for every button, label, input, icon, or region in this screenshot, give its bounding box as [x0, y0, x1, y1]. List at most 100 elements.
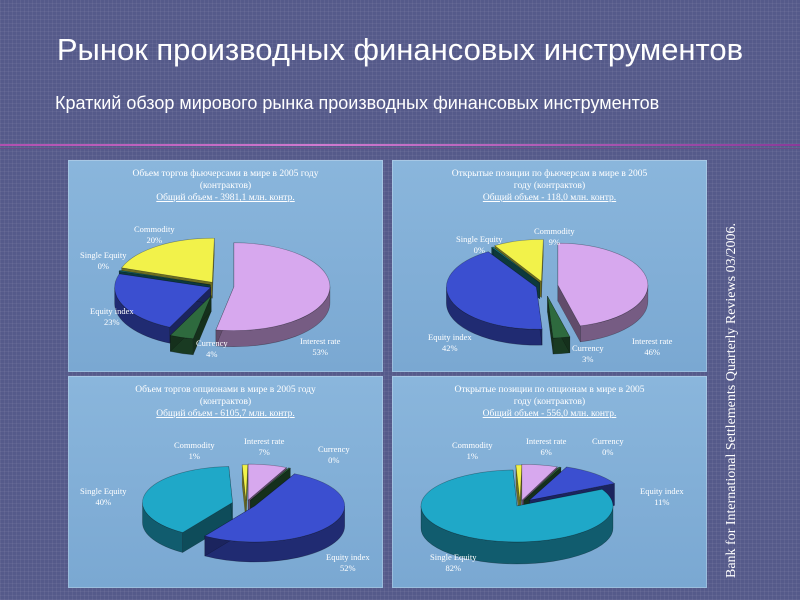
label-equity-index: Equity index 11% — [640, 486, 684, 508]
slice-top — [250, 467, 292, 501]
label-interest-rate: Interest rate 6% — [526, 436, 566, 458]
slice-top — [169, 295, 212, 340]
pie-slice-interest-rate — [557, 242, 649, 343]
label-name: Interest rate — [244, 436, 285, 446]
label-value: 40% — [95, 497, 112, 507]
label-commodity: Commodity 9% — [534, 226, 575, 248]
chart-panel-options-volume: Объем торгов опционами в мире в 2005 год… — [68, 376, 383, 588]
pie-slice-currency — [547, 295, 571, 355]
label-equity-index: Equity index 42% — [428, 332, 472, 354]
label-value: 46% — [644, 347, 660, 357]
label-value: 0% — [473, 245, 485, 255]
label-value: 0% — [97, 261, 109, 271]
label-value: 1% — [466, 451, 478, 461]
label-value: 7% — [258, 447, 270, 457]
chart-title: Объем торгов опционами в мире в 2005 год… — [135, 385, 316, 395]
label-value: 52% — [340, 563, 356, 573]
label-value: 20% — [146, 235, 163, 245]
pie-slice-single-equity — [142, 466, 233, 553]
label-name: Currency — [592, 436, 624, 446]
label-value: 0% — [602, 447, 614, 457]
source-note: Bank for International Settlements Quart… — [724, 223, 739, 578]
pie-slice-interest-rate — [215, 242, 331, 347]
slide-subtitle: Краткий обзор мирового рынка производных… — [55, 93, 660, 113]
pie-slice-currency — [169, 294, 212, 356]
label-name: Currency — [196, 338, 228, 348]
label-value: 4% — [206, 349, 218, 359]
label-name: Single Equity — [80, 486, 127, 496]
label-interest-rate: Interest rate 53% — [300, 336, 340, 358]
label-interest-rate: Interest rate 7% — [244, 436, 284, 458]
chart-title: Открытые позиции по опционам в мире в 20… — [454, 385, 645, 395]
label-value: 6% — [540, 447, 552, 457]
label-value: 42% — [442, 343, 458, 353]
chart-total: Общий объем - 3981,1 млн. контр. — [156, 193, 295, 203]
slice-top — [204, 473, 345, 543]
label-value: 53% — [312, 347, 328, 357]
chart-title-unit: году (контрактов) — [513, 181, 586, 191]
label-single-equity: Single Equity 40% — [80, 486, 127, 508]
slice-top — [547, 295, 571, 339]
label-name: Equity index — [326, 552, 370, 562]
chart-header: Открытые позиции по опционам в мире в 20… — [392, 384, 707, 420]
label-name: Single Equity — [456, 234, 503, 244]
slice-top — [420, 469, 614, 543]
label-commodity: Commodity 1% — [174, 440, 215, 462]
label-value: 9% — [548, 237, 560, 247]
label-value: 11% — [654, 497, 670, 507]
label-name: Single Equity — [430, 552, 477, 562]
label-name: Interest rate — [526, 436, 567, 446]
chart-title-unit: году (контрактов) — [513, 397, 586, 407]
label-name: Commodity — [174, 440, 215, 450]
chart-panel-options-open-interest: Открытые позиции по опционам в мире в 20… — [392, 376, 707, 588]
slice-top — [494, 239, 544, 283]
chart-title-unit: (контрактов) — [199, 181, 252, 191]
chart-header: Объем торгов опционами в мире в 2005 год… — [68, 384, 383, 420]
label-single-equity: Single Equity 0% — [456, 234, 503, 256]
label-equity-index: Equity index 52% — [326, 552, 370, 574]
label-name: Equity index — [640, 486, 684, 496]
label-commodity: Commodity 20% — [134, 224, 175, 246]
slice-edge — [541, 239, 544, 298]
divider — [0, 144, 800, 146]
chart-title: Открытые позиции по фьючерсам в мире в 2… — [451, 169, 648, 179]
slice-top — [523, 466, 562, 501]
pie-chart — [420, 464, 616, 565]
label-name: Single Equity — [80, 250, 127, 260]
label-name: Commodity — [534, 226, 575, 236]
slide-title: Рынок производных финансовых инструменто… — [56, 32, 744, 67]
slice-top — [121, 237, 215, 283]
label-currency: Currency 4% — [196, 338, 228, 360]
label-equity-index: Equity index 23% — [90, 306, 134, 328]
slice-top — [521, 464, 558, 502]
slice-top — [114, 273, 212, 328]
pie-slice-equity-index — [204, 473, 345, 563]
slice-top — [118, 270, 211, 286]
label-value: 82% — [445, 563, 462, 573]
pie-chart — [446, 239, 649, 355]
slice-top — [142, 466, 233, 533]
chart-header: Объем торгов фьючерсами в мире в 2005 го… — [68, 168, 383, 204]
slice-wall — [215, 286, 331, 347]
label-interest-rate: Interest rate 46% — [632, 336, 672, 358]
chart-panel-futures-volume: Объем торгов фьючерсами в мире в 2005 го… — [68, 160, 383, 372]
chart-title: Объем торгов фьючерсами в мире в 2005 го… — [132, 169, 319, 179]
chart-header: Открытые позиции по фьючерсам в мире в 2… — [392, 168, 707, 204]
slice-top — [241, 464, 249, 501]
label-currency: Currency 3% — [572, 343, 604, 365]
label-name: Equity index — [90, 306, 134, 316]
slice-top — [247, 463, 288, 501]
chart-total: Общий объем - 6105,7 млн. контр. — [156, 409, 295, 419]
label-name: Currency — [572, 343, 604, 353]
slice-top — [490, 246, 540, 284]
pie-chart — [142, 463, 345, 563]
label-name: Equity index — [428, 332, 472, 342]
chart-total: Общий объем - 118,0 млн. контр. — [482, 193, 617, 203]
label-value: 1% — [188, 451, 200, 461]
label-single-equity: Single Equity 0% — [80, 250, 127, 272]
label-name: Currency — [318, 444, 350, 454]
chart-title-unit: (контрактов) — [199, 397, 252, 407]
label-value: 23% — [104, 317, 120, 327]
label-currency: Currency 0% — [592, 436, 624, 458]
label-name: Interest rate — [300, 336, 341, 346]
